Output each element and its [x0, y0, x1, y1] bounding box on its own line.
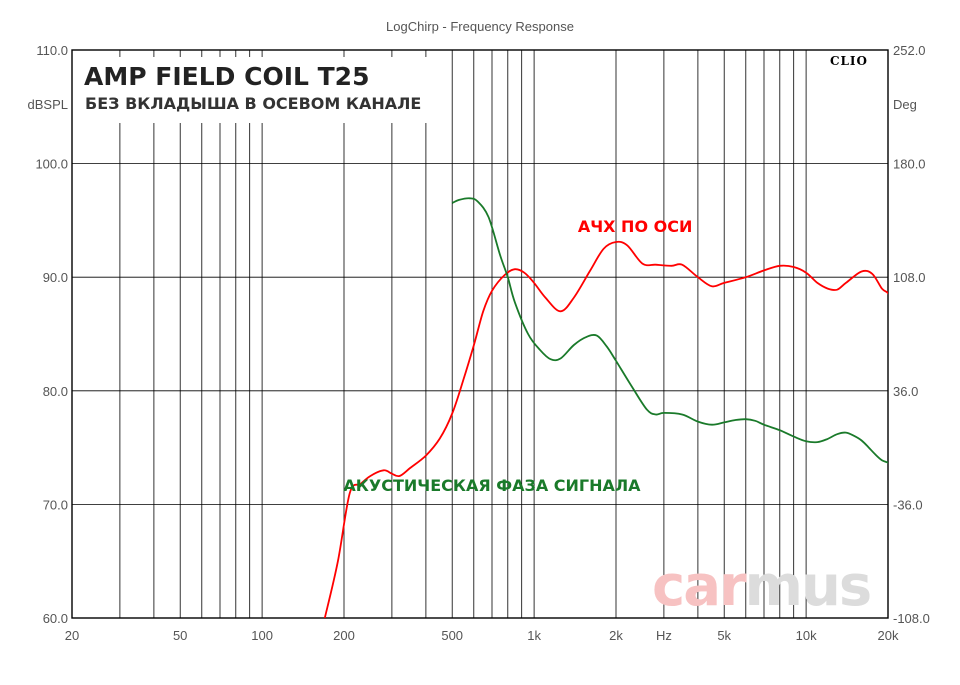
x-tick-label: 2k — [609, 628, 623, 643]
spl-response-line — [323, 240, 888, 618]
chart-headline: AMP FIELD COIL T25 — [84, 62, 369, 91]
phase-series-label: АКУСТИЧЕСКАЯ ФАЗА СИГНАЛА — [343, 476, 641, 495]
y-right-tick-label: -36.0 — [893, 497, 923, 512]
y-left-tick-label: 70.0 — [43, 497, 68, 512]
x-tick-label: 500 — [441, 628, 463, 643]
y-left-tick-label: 90.0 — [43, 270, 68, 285]
acoustic-phase-line — [451, 197, 888, 464]
y-left-unit-label: dBSPL — [28, 97, 68, 112]
y-left-tick-label: 100.0 — [35, 157, 68, 172]
x-tick-label: 50 — [173, 628, 187, 643]
y-left-tick-label: 80.0 — [43, 384, 68, 399]
chart-subheadline: БЕЗ ВКЛАДЫША В ОСЕВОМ КАНАЛЕ — [85, 94, 421, 113]
y-right-tick-label: 36.0 — [893, 384, 918, 399]
x-tick-label: 20 — [65, 628, 79, 643]
y-right-tick-label: 252.0 — [893, 43, 926, 58]
x-tick-label: 10k — [796, 628, 817, 643]
headline-backdrop — [78, 57, 440, 123]
y-right-tick-label: 180.0 — [893, 157, 926, 172]
x-tick-label: 100 — [251, 628, 273, 643]
svg-text:carmus: carmus — [652, 554, 870, 619]
y-right-tick-label: 108.0 — [893, 270, 926, 285]
spl-series-label: АЧХ ПО ОСИ — [578, 217, 693, 236]
chart-title: LogChirp - Frequency Response — [386, 19, 574, 34]
axis-labels: 20 50 100 200 500 1k 2k 5k 10k 20k Hz 110.0 100.0 90.… — [28, 43, 930, 643]
x-axis-unit-label: Hz — [656, 628, 672, 643]
x-tick-label: 1k — [527, 628, 541, 643]
grid-lines — [72, 50, 888, 618]
clio-brand-label: CLIO — [830, 54, 868, 68]
watermark-logo: carmus — [652, 554, 872, 619]
x-tick-label: 20k — [878, 628, 899, 643]
series-lines — [323, 197, 888, 618]
watermark-text-car: car — [652, 554, 747, 619]
y-left-tick-label: 60.0 — [43, 611, 68, 626]
y-left-tick-label: 110.0 — [36, 43, 68, 58]
watermark-text-mus: mus — [745, 554, 871, 619]
brand-backdrop — [826, 53, 872, 69]
plot-area — [71, 49, 889, 619]
y-right-tick-label: -108.0 — [893, 611, 930, 626]
series-labels: АЧХ ПО ОСИ АКУСТИЧЕСКАЯ ФАЗА СИГНАЛА — [343, 217, 692, 495]
y-right-unit-label: Deg — [893, 97, 917, 112]
x-tick-label: 5k — [717, 628, 731, 643]
x-tick-label: 200 — [333, 628, 355, 643]
